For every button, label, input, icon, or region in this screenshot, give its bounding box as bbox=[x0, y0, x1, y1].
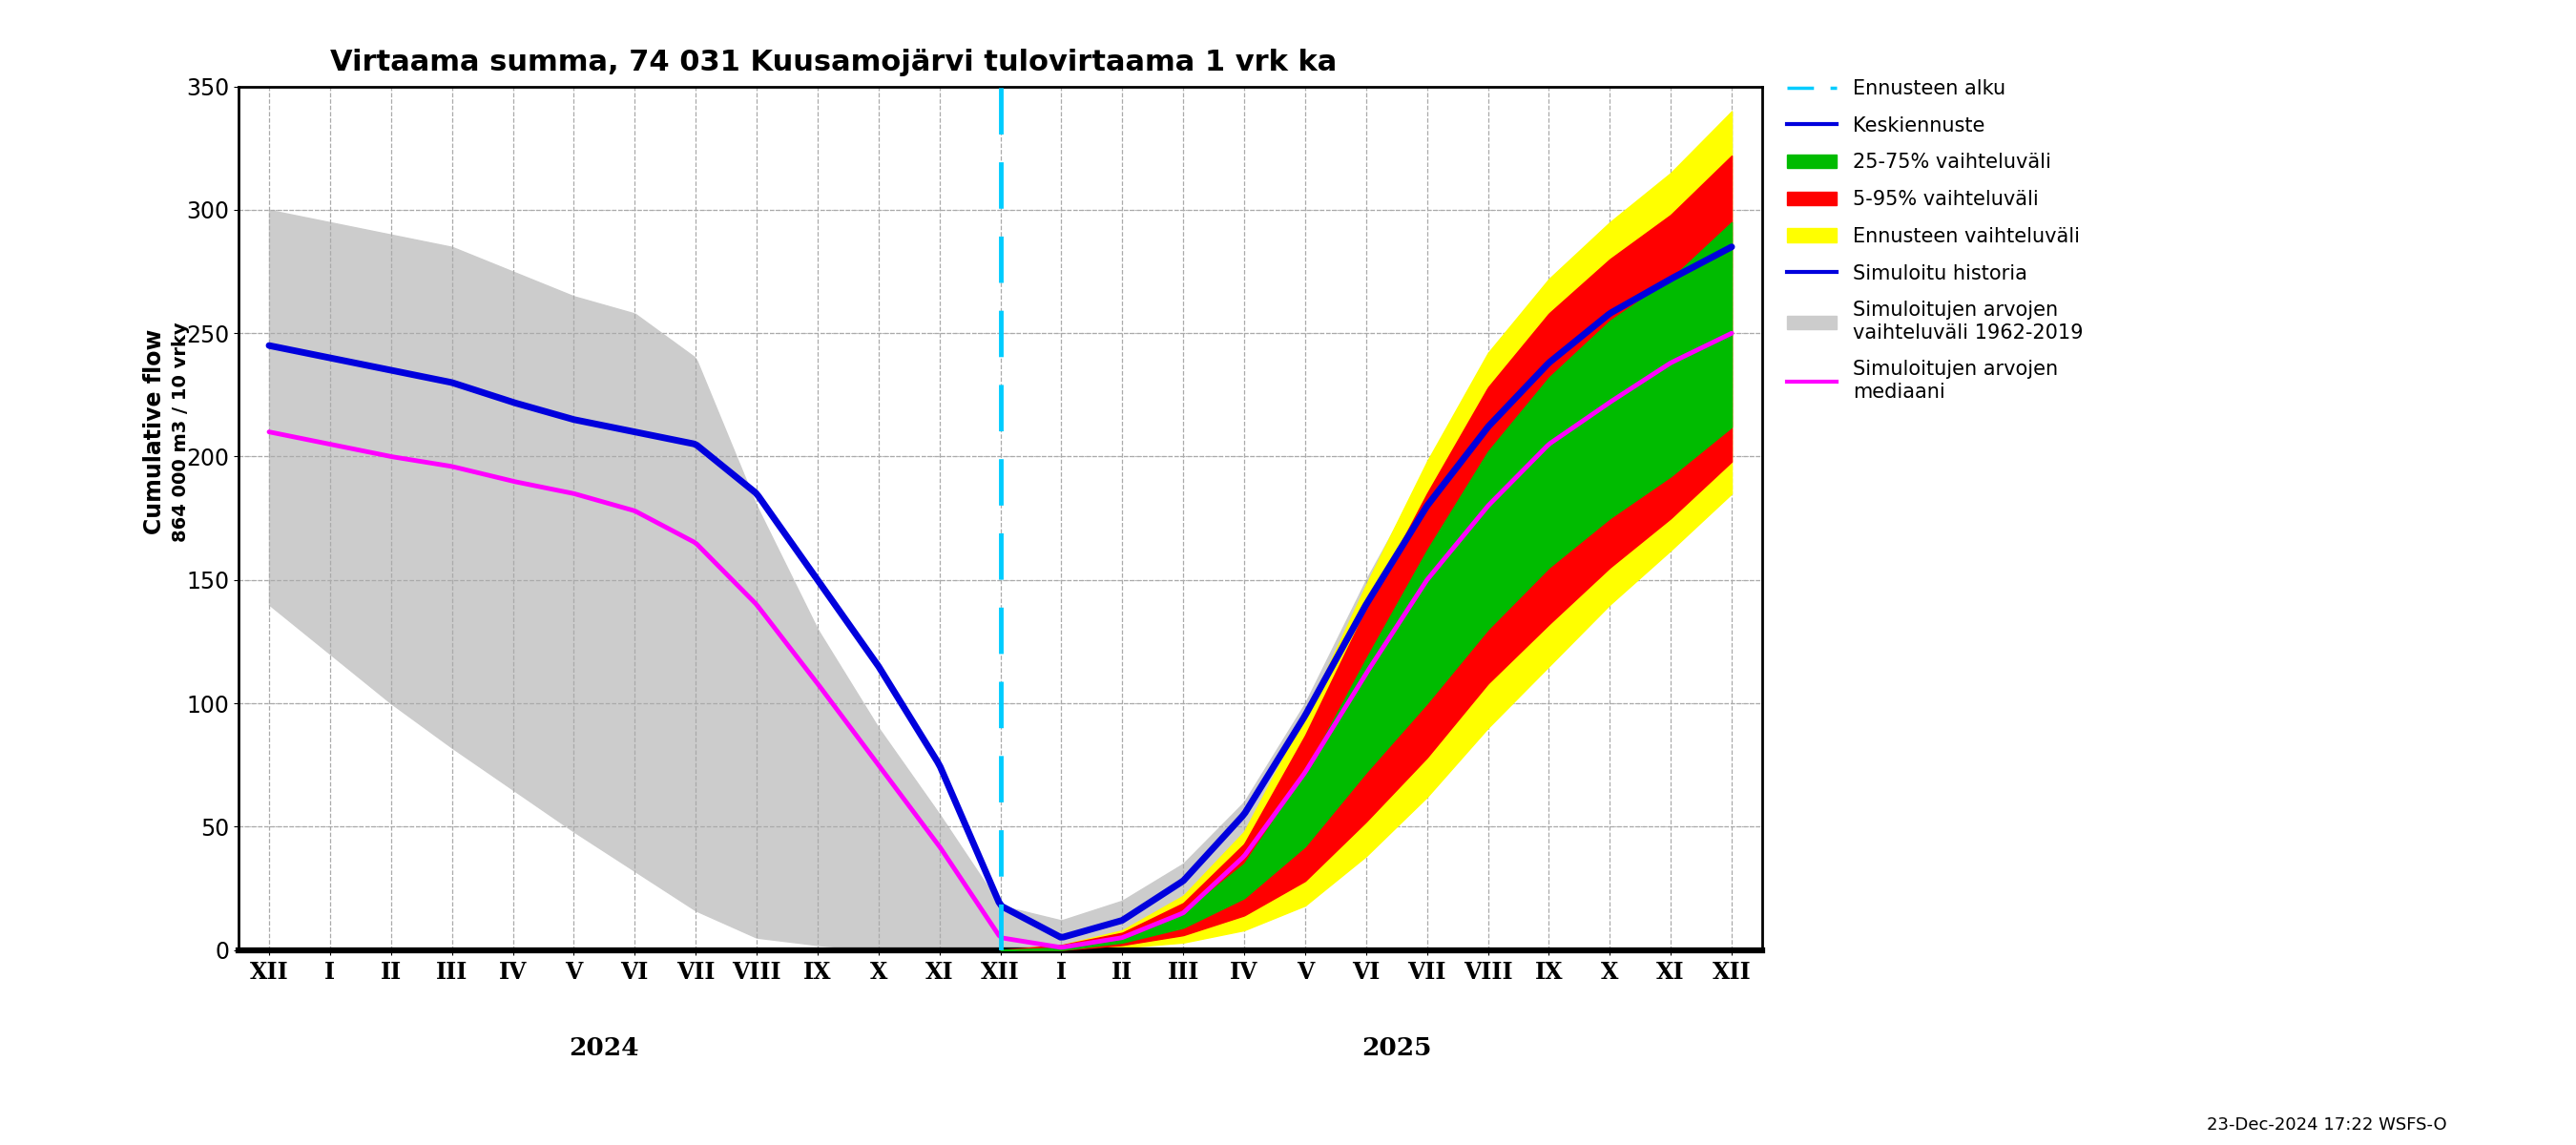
Text: 864 000 m3 / 10 vrky: 864 000 m3 / 10 vrky bbox=[173, 322, 191, 542]
Legend: Ennusteen alku, Keskiennuste, 25-75% vaihteluväli, 5-95% vaihteluväli, Ennusteen: Ennusteen alku, Keskiennuste, 25-75% vai… bbox=[1777, 69, 2094, 411]
Text: 2025: 2025 bbox=[1363, 1036, 1432, 1060]
Text: Virtaama summa, 74 031 Kuusamojärvi tulovirtaama 1 vrk ka: Virtaama summa, 74 031 Kuusamojärvi tulo… bbox=[330, 48, 1337, 77]
Text: 23-Dec-2024 17:22 WSFS-O: 23-Dec-2024 17:22 WSFS-O bbox=[2208, 1116, 2447, 1134]
Text: Cumulative flow: Cumulative flow bbox=[144, 329, 167, 535]
Text: 2024: 2024 bbox=[569, 1036, 639, 1060]
